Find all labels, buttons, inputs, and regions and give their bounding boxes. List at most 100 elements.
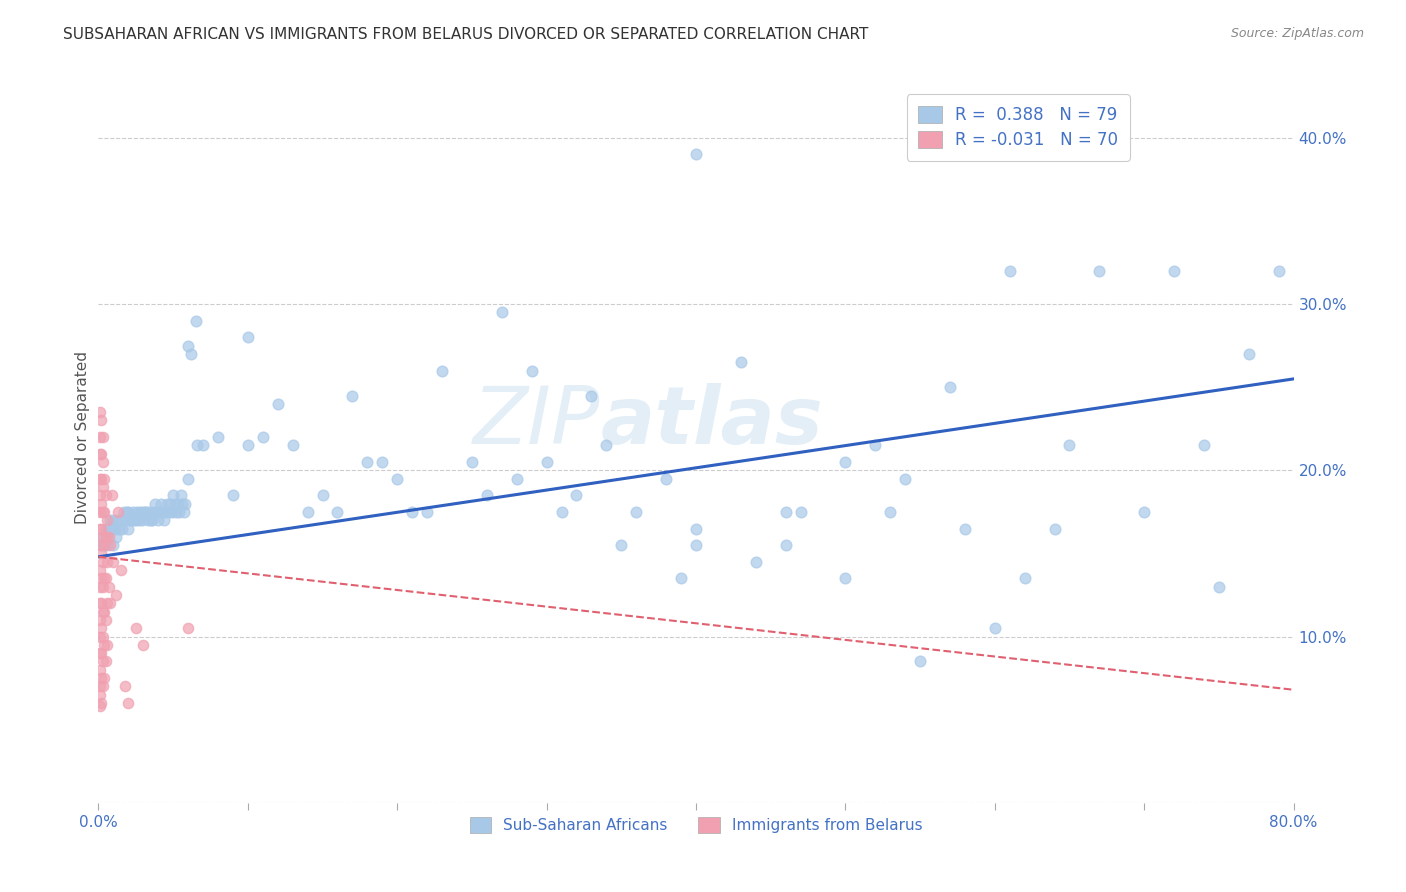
Point — [834, 455, 856, 469]
Point — [155, 505, 177, 519]
Point — [152, 505, 174, 519]
Point — [207, 430, 229, 444]
Point — [93, 671, 115, 685]
Point — [180, 347, 202, 361]
Point — [461, 455, 484, 469]
Point — [98, 538, 122, 552]
Point — [90, 472, 112, 486]
Point — [939, 380, 962, 394]
Point — [91, 530, 114, 544]
Point — [491, 305, 513, 319]
Point — [385, 472, 409, 486]
Point — [110, 563, 132, 577]
Point — [94, 530, 117, 544]
Point — [138, 505, 160, 519]
Point — [129, 505, 152, 519]
Point — [125, 513, 148, 527]
Point — [430, 363, 453, 377]
Point — [90, 538, 112, 552]
Point — [98, 513, 122, 527]
Point — [89, 630, 111, 644]
Point — [153, 513, 176, 527]
Point — [173, 505, 195, 519]
Point — [94, 521, 117, 535]
Point — [356, 455, 378, 469]
Point — [117, 505, 139, 519]
Point — [191, 438, 214, 452]
Point — [252, 430, 274, 444]
Point — [156, 497, 179, 511]
Point — [89, 430, 111, 444]
Point — [89, 580, 111, 594]
Point — [89, 699, 111, 714]
Point — [108, 521, 131, 535]
Point — [93, 571, 115, 585]
Point — [135, 505, 157, 519]
Point — [93, 638, 115, 652]
Legend: Sub-Saharan Africans, Immigrants from Belarus: Sub-Saharan Africans, Immigrants from Be… — [464, 811, 928, 839]
Point — [879, 505, 901, 519]
Point — [91, 530, 114, 544]
Point — [89, 447, 111, 461]
Point — [90, 646, 112, 660]
Point — [132, 638, 155, 652]
Point — [110, 513, 132, 527]
Point — [90, 696, 112, 710]
Point — [97, 530, 120, 544]
Point — [91, 580, 114, 594]
Point — [89, 505, 111, 519]
Point — [1014, 571, 1036, 585]
Point — [169, 488, 191, 502]
Point — [89, 538, 111, 552]
Point — [104, 521, 127, 535]
Point — [94, 571, 117, 585]
Point — [775, 505, 797, 519]
Point — [136, 513, 159, 527]
Point — [626, 505, 648, 519]
Point — [91, 455, 114, 469]
Point — [89, 472, 111, 486]
Point — [89, 680, 111, 694]
Point — [789, 505, 811, 519]
Point — [90, 596, 112, 610]
Point — [177, 621, 200, 635]
Point — [342, 388, 364, 402]
Point — [536, 455, 558, 469]
Point — [610, 538, 633, 552]
Point — [865, 438, 887, 452]
Point — [91, 630, 114, 644]
Point — [685, 521, 707, 535]
Point — [148, 513, 170, 527]
Point — [97, 521, 120, 535]
Point — [159, 497, 181, 511]
Point — [91, 680, 114, 694]
Point — [89, 663, 111, 677]
Point — [101, 521, 124, 535]
Point — [128, 513, 150, 527]
Text: Source: ZipAtlas.com: Source: ZipAtlas.com — [1230, 27, 1364, 40]
Point — [475, 488, 498, 502]
Point — [115, 505, 138, 519]
Point — [150, 497, 173, 511]
Point — [160, 505, 183, 519]
Point — [143, 497, 166, 511]
Point — [89, 596, 111, 610]
Point — [89, 613, 111, 627]
Point — [111, 521, 134, 535]
Point — [371, 455, 394, 469]
Point — [89, 646, 111, 660]
Point — [834, 571, 856, 585]
Point — [186, 438, 208, 452]
Point — [90, 497, 112, 511]
Point — [90, 571, 112, 585]
Point — [114, 513, 136, 527]
Point — [90, 546, 112, 560]
Point — [94, 655, 117, 669]
Point — [162, 488, 184, 502]
Point — [520, 363, 543, 377]
Point — [125, 621, 148, 635]
Text: SUBSAHARAN AFRICAN VS IMMIGRANTS FROM BELARUS DIVORCED OR SEPARATED CORRELATION : SUBSAHARAN AFRICAN VS IMMIGRANTS FROM BE… — [63, 27, 869, 42]
Point — [90, 521, 112, 535]
Point — [953, 521, 976, 535]
Point — [96, 530, 118, 544]
